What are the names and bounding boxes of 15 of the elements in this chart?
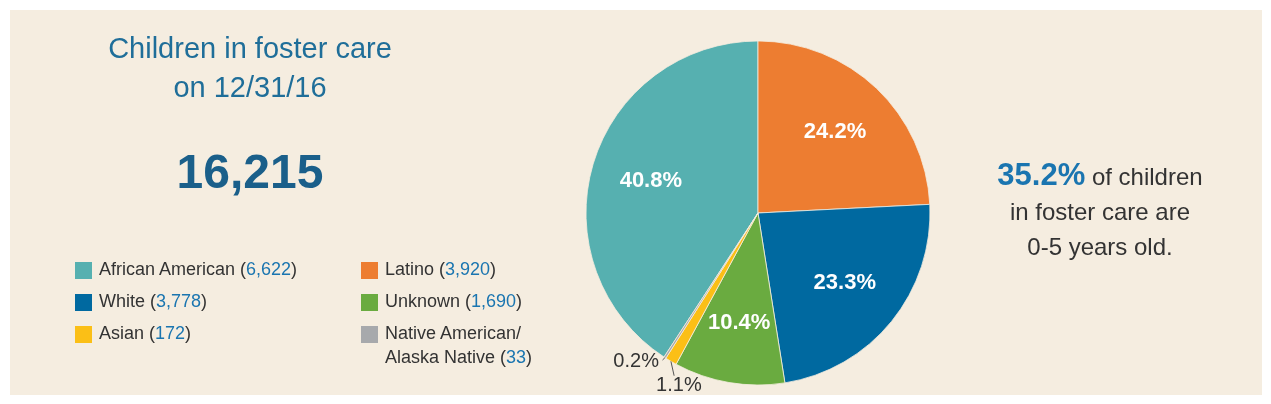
data-label: 0.2% [613, 348, 660, 371]
data-label: 40.8% [619, 166, 683, 192]
legend-label: Latino (3,920) [385, 258, 497, 279]
legend-label: African American (6,622) [99, 258, 298, 279]
legend-label: Unknown (1,690) [385, 290, 523, 311]
text: 35.2% of children in foster care are 0-5 years old. [997, 157, 1203, 260]
data-label: 1.1% [656, 372, 702, 395]
text: 16,215 [176, 145, 324, 198]
chart-title: Children in foster care on 12/31/16 [108, 32, 392, 103]
legend-label: Native American/Alaska Native (33) [385, 322, 533, 367]
data-label: 24.2% [803, 117, 867, 143]
legend-label: White (3,778) [99, 290, 208, 311]
legend-label: Asian (172) [99, 322, 192, 343]
data-label: 23.3% [813, 269, 877, 295]
data-label: 10.4% [707, 309, 771, 335]
